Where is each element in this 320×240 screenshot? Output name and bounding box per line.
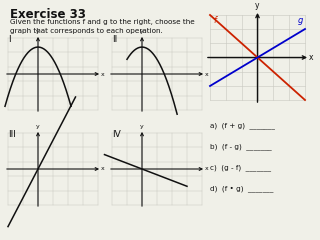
Text: y: y [140, 124, 144, 129]
Text: d)  (f • g)  _______: d) (f • g) _______ [210, 185, 273, 192]
Text: IV: IV [112, 130, 121, 139]
Text: x: x [205, 167, 209, 172]
Text: Given the functions f and g to the right, choose the
graph that corresponds to e: Given the functions f and g to the right… [10, 19, 195, 34]
Text: y: y [36, 29, 40, 34]
Text: y: y [255, 1, 260, 10]
Text: x: x [101, 72, 105, 77]
Text: x: x [101, 167, 105, 172]
Text: Exercise 33: Exercise 33 [10, 8, 86, 21]
Text: a)  (f + g)  _______: a) (f + g) _______ [210, 122, 275, 129]
Text: III: III [8, 130, 16, 139]
Text: c)  (g - f)  _______: c) (g - f) _______ [210, 164, 271, 171]
Text: g: g [298, 16, 303, 25]
Text: y: y [140, 29, 144, 34]
Text: I: I [8, 35, 11, 44]
Text: x: x [205, 72, 209, 77]
Text: y: y [36, 124, 40, 129]
Text: II: II [112, 35, 117, 44]
Text: f: f [213, 16, 216, 25]
Text: b)  (f - g)  _______: b) (f - g) _______ [210, 143, 272, 150]
Text: x: x [309, 53, 314, 62]
